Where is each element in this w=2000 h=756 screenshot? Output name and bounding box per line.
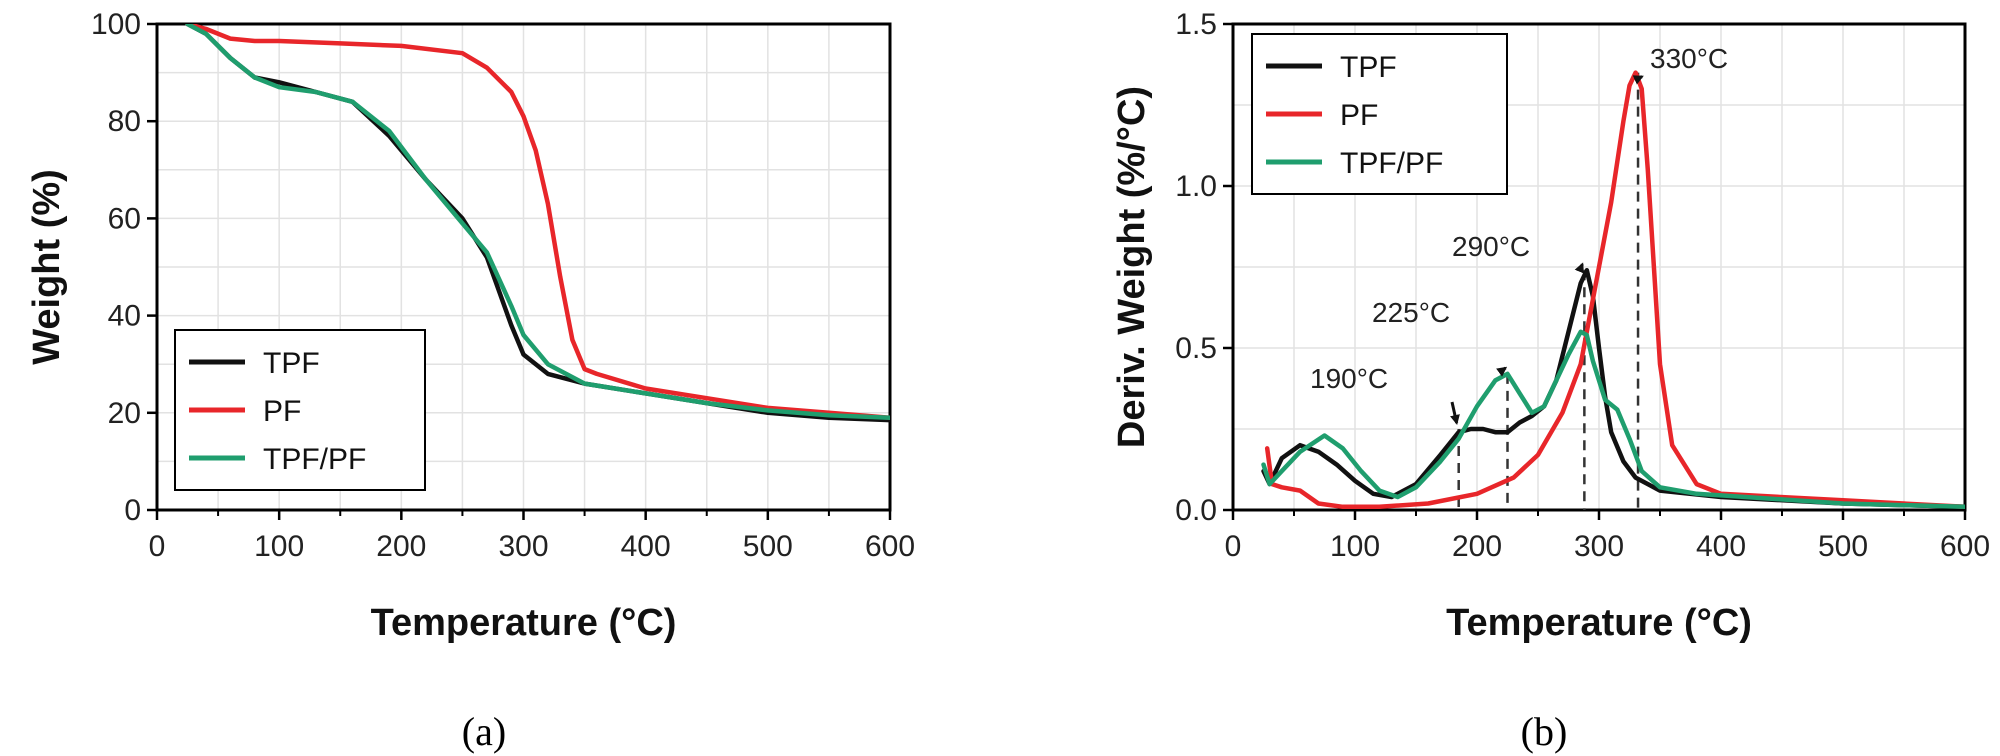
legend-label: PF (1340, 99, 1378, 132)
x-tick-label: 0 (1225, 530, 1242, 563)
x-tick-label: 300 (1574, 530, 1624, 563)
series-line-tpf-pf (1261, 329, 1965, 510)
legend-label: TPF (1340, 51, 1397, 84)
annotation-arrow (1574, 262, 1584, 274)
x-tick-label: 0 (149, 530, 166, 563)
chart-panel-b: 0 100 200 300 400 500 600 0.0 0.5 1.0 1.5 Temperatu… (1111, 8, 1990, 644)
chart-panel-a: 0 100 200 300 400 500 600 0 20 40 60 80 100 Temperatu… (26, 8, 915, 644)
y-tick-label: 80 (108, 105, 141, 138)
x-tick-label: 600 (865, 530, 915, 563)
legend-label: TPF/PF (263, 443, 366, 476)
y-axis-label: Deriv. Weight (%/°C) (1111, 86, 1153, 448)
x-tick-label: 100 (254, 530, 304, 563)
series-line-pf (1264, 70, 1965, 510)
x-tick-label: 600 (1940, 530, 1990, 563)
y-axis-label: Weight (%) (26, 169, 68, 365)
series-line-tpf (1261, 267, 1965, 510)
x-tick-label: 300 (498, 530, 548, 563)
annotation-label: 190°C (1310, 363, 1388, 394)
y-tick-label: 40 (108, 300, 141, 333)
series-line-tpf-pf (185, 24, 890, 420)
x-axis-label: Temperature (°C) (371, 602, 677, 644)
x-tick-label: 500 (1818, 530, 1868, 563)
series-line-pf (185, 24, 890, 420)
y-tick-label: 100 (91, 8, 141, 41)
annotation-arrow (1632, 75, 1644, 85)
annotation-label: 330°C (1650, 43, 1728, 74)
x-tick-label: 200 (376, 530, 426, 563)
panel-label-b: (b) (1521, 709, 1568, 754)
x-tick-label: 200 (1452, 530, 1502, 563)
x-tick-label: 400 (621, 530, 671, 563)
annotation-label: 290°C (1452, 231, 1530, 262)
y-tick-label: 0.5 (1175, 332, 1217, 365)
x-tick-label: 500 (743, 530, 793, 563)
y-tick-label: 1.0 (1175, 170, 1217, 203)
x-tick-label: 100 (1330, 530, 1380, 563)
annotation-label: 225°C (1372, 297, 1450, 328)
annotation-arrow (1496, 366, 1508, 377)
y-tick-label: 0.0 (1175, 494, 1217, 527)
panel-label-a: (a) (462, 709, 506, 754)
y-tick-label: 60 (108, 202, 141, 235)
legend-label: TPF/PF (1340, 147, 1443, 180)
x-tick-label: 400 (1696, 530, 1746, 563)
y-tick-label: 0 (124, 494, 141, 527)
y-tick-label: 20 (108, 397, 141, 430)
x-axis-label: Temperature (°C) (1446, 602, 1752, 644)
annotation-arrow (1450, 401, 1460, 425)
y-tick-label: 1.5 (1175, 8, 1217, 41)
legend-label: TPF (263, 347, 320, 380)
legend-label: PF (263, 395, 301, 428)
